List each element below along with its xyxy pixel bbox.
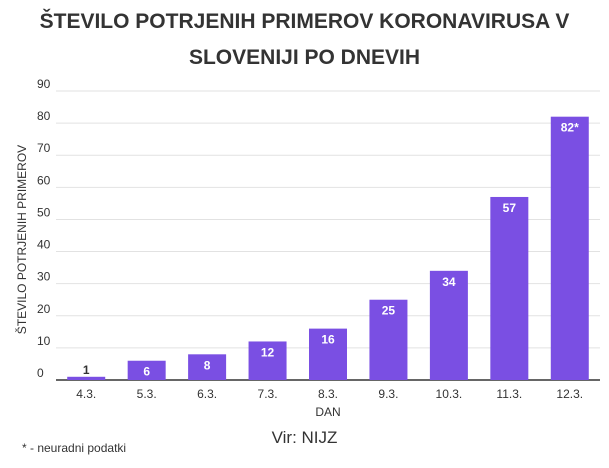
- data-label: 1: [83, 363, 90, 377]
- y-tick-label: 20: [37, 302, 51, 316]
- bar: [248, 341, 287, 380]
- y-tick-label: 70: [37, 141, 51, 155]
- x-tick-label: 8.3.: [318, 387, 338, 401]
- bar: [369, 299, 408, 380]
- y-axis-title: ŠTEVILO POTRJENIH PRIMEROV: [14, 145, 29, 334]
- data-label: 57: [503, 201, 517, 215]
- y-tick-label: 40: [37, 238, 51, 252]
- footnote: * - neuradni podatki: [22, 441, 127, 455]
- y-tick-label: 0: [37, 366, 44, 380]
- bar: [490, 196, 529, 380]
- bar: [550, 116, 589, 380]
- x-tick-label: 5.3.: [137, 387, 157, 401]
- y-tick-label: 80: [37, 109, 51, 123]
- bar: [309, 328, 347, 380]
- chart-title-line-2: SLOVENIJI PO DNEVIH: [188, 46, 421, 69]
- data-label: 34: [442, 275, 456, 289]
- x-tick-label: 6.3.: [197, 387, 217, 401]
- x-axis-title: DAN: [315, 405, 340, 419]
- data-label: 8: [204, 358, 211, 372]
- source-label: Vir: NIJZ: [271, 428, 338, 447]
- chart-title-line-1: ŠTEVILO POTRJENIH PRIMEROV KORONAVIRUSA …: [39, 10, 570, 33]
- x-tick-label: 9.3.: [378, 387, 398, 401]
- x-tick-label: 4.3.: [76, 387, 96, 401]
- bar: [188, 354, 227, 380]
- bar: [429, 270, 468, 380]
- data-label: 82*: [561, 121, 579, 135]
- x-tick-label: 11.3.: [496, 387, 522, 401]
- bar: [67, 376, 106, 380]
- x-tick-label: 12.3.: [556, 387, 583, 401]
- x-tick-label: 7.3.: [258, 387, 278, 401]
- chart-title: ŠTEVILO POTRJENIH PRIMEROV KORONAVIRUSA …: [0, 4, 609, 76]
- y-tick-label: 30: [37, 270, 51, 284]
- data-label: 16: [321, 333, 335, 347]
- x-tick-label: 10.3.: [436, 387, 463, 401]
- y-tick-label: 90: [37, 77, 51, 91]
- data-label: 12: [261, 345, 275, 359]
- y-tick-label: 10: [37, 334, 51, 348]
- bar: [127, 360, 166, 380]
- y-tick-label: 50: [37, 205, 51, 219]
- data-label: 6: [143, 365, 150, 379]
- y-tick-label: 60: [37, 173, 51, 187]
- data-label: 25: [382, 304, 396, 318]
